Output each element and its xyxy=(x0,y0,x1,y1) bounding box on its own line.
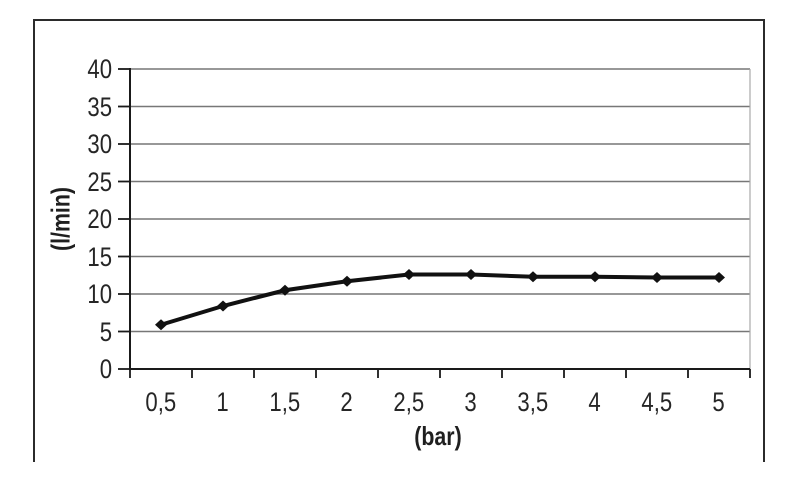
x-tick-label: 2 xyxy=(340,387,354,417)
y-tick-label: 35 xyxy=(87,91,112,122)
x-tick-label: 3,5 xyxy=(517,387,549,417)
y-tick-label: 15 xyxy=(87,241,112,272)
data-point-marker xyxy=(465,269,477,280)
data-line xyxy=(160,272,719,327)
x-tick-label: 5 xyxy=(712,387,726,417)
x-tick-label: 4 xyxy=(588,387,602,417)
x-tick-label: 2,5 xyxy=(393,387,425,417)
data-point-marker xyxy=(279,284,291,296)
data-point-marker xyxy=(527,271,539,283)
y-tick-label: 30 xyxy=(87,129,112,159)
y-tick-label: 0 xyxy=(99,354,112,384)
y-tick-label: 5 xyxy=(99,316,112,347)
data-point-marker xyxy=(589,271,601,283)
x-tick-label: 3 xyxy=(464,387,478,417)
page-border xyxy=(33,19,765,462)
x-tick-label: 1 xyxy=(216,387,230,417)
x-axis-title: (bar) xyxy=(414,421,462,451)
y-tick-label: 25 xyxy=(87,166,112,197)
data-point-marker xyxy=(713,272,725,283)
data-point-marker xyxy=(155,319,167,331)
y-tick-label: 10 xyxy=(87,279,112,309)
y-tick-label: 20 xyxy=(87,204,112,234)
x-tick-label: 1,5 xyxy=(269,387,301,417)
data-point-marker xyxy=(217,300,229,312)
y-tick-label: 40 xyxy=(87,54,112,84)
data-point-marker xyxy=(651,272,663,283)
x-tick-label: 0,5 xyxy=(145,387,177,417)
x-tick-label: 4,5 xyxy=(641,387,673,417)
data-point-marker xyxy=(341,275,353,287)
y-axis-title: (l/min) xyxy=(45,187,76,251)
data-point-marker xyxy=(403,269,415,280)
